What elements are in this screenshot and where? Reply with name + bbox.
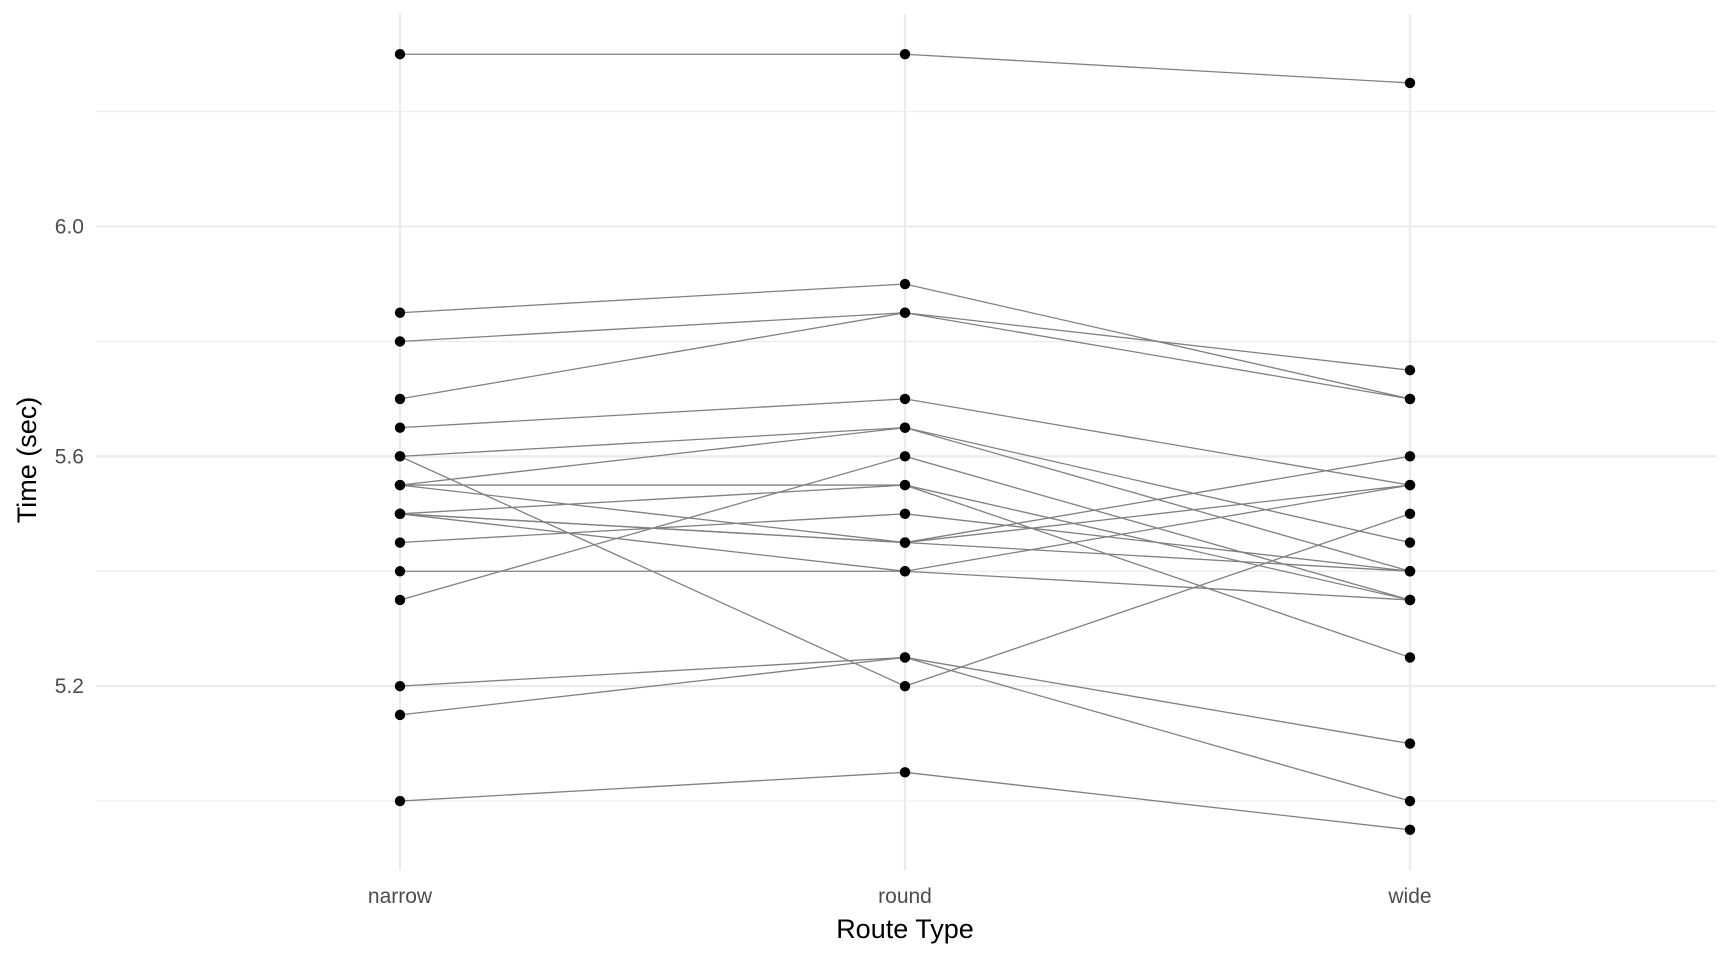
data-point xyxy=(1404,594,1416,606)
x-tick-label-wide: wide xyxy=(1387,885,1431,908)
data-point xyxy=(394,594,406,606)
data-point xyxy=(1404,795,1416,807)
data-point xyxy=(899,49,911,60)
data-point xyxy=(394,537,406,548)
data-point xyxy=(899,278,911,290)
y-tick-label: 6.0 xyxy=(55,216,84,239)
data-point xyxy=(1404,824,1416,835)
y-tick-label: 5.2 xyxy=(55,675,84,698)
data-point xyxy=(394,680,406,692)
data-point xyxy=(899,537,911,548)
x-axis-title: Route Type xyxy=(836,914,974,944)
data-point xyxy=(394,307,406,318)
x-tick-label-narrow: narrow xyxy=(368,885,433,908)
data-point xyxy=(394,422,406,433)
data-point xyxy=(394,566,406,577)
data-point xyxy=(394,795,406,807)
data-point xyxy=(899,652,911,663)
data-point xyxy=(394,451,406,462)
series-points xyxy=(394,49,1416,835)
data-point xyxy=(1404,652,1416,663)
data-point xyxy=(1404,393,1416,405)
data-point xyxy=(1404,364,1416,376)
data-point xyxy=(1404,451,1416,462)
data-point xyxy=(1404,566,1416,577)
y-tick-labels: 5.2 5.6 6.0 xyxy=(55,216,84,699)
data-point xyxy=(1404,77,1416,89)
y-tick-label: 5.6 xyxy=(55,445,84,468)
data-point xyxy=(899,393,911,405)
x-tick-label-round: round xyxy=(878,885,932,908)
data-point xyxy=(899,451,911,462)
data-point xyxy=(394,49,406,60)
data-point xyxy=(899,307,911,318)
data-point xyxy=(394,336,406,347)
data-point xyxy=(394,393,406,405)
data-point xyxy=(394,479,406,491)
data-point xyxy=(394,508,406,520)
x-tick-labels: narrow round wide xyxy=(368,885,1432,908)
data-point xyxy=(899,566,911,577)
data-point xyxy=(899,422,911,433)
data-point xyxy=(899,767,911,778)
data-point xyxy=(394,709,406,721)
data-point xyxy=(899,680,911,692)
data-point xyxy=(899,479,911,491)
grid-lines xyxy=(96,14,1716,870)
data-point xyxy=(1404,479,1416,491)
data-point xyxy=(1404,508,1416,520)
data-point xyxy=(899,508,911,520)
y-axis-title: Time (sec) xyxy=(12,397,42,524)
data-point xyxy=(1404,738,1416,749)
data-point xyxy=(1404,537,1416,548)
